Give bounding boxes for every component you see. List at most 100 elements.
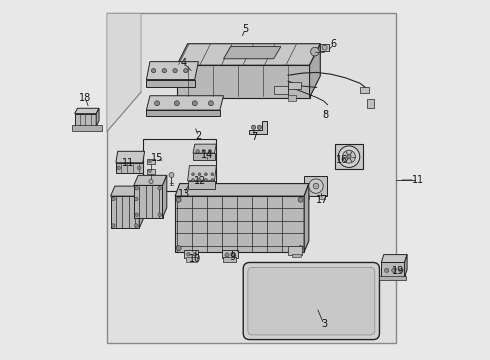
Polygon shape [116, 163, 143, 173]
Text: 16: 16 [336, 155, 348, 165]
Circle shape [298, 246, 303, 251]
Bar [134, 185, 163, 218]
Polygon shape [193, 144, 216, 153]
Circle shape [231, 253, 236, 257]
Circle shape [204, 173, 207, 176]
Bar [304, 176, 327, 196]
Text: 18: 18 [79, 93, 92, 103]
Circle shape [298, 197, 303, 202]
Bar [186, 257, 196, 262]
Text: 15: 15 [151, 153, 163, 163]
FancyBboxPatch shape [248, 267, 375, 335]
Circle shape [343, 150, 355, 163]
Polygon shape [147, 110, 220, 116]
Text: 17: 17 [316, 195, 328, 205]
Polygon shape [193, 153, 215, 160]
FancyBboxPatch shape [243, 262, 379, 339]
Circle shape [148, 160, 151, 163]
Polygon shape [74, 114, 96, 126]
Polygon shape [175, 184, 309, 196]
Polygon shape [147, 96, 223, 110]
Circle shape [211, 179, 214, 181]
Polygon shape [223, 46, 281, 59]
Circle shape [135, 197, 138, 201]
Polygon shape [381, 255, 407, 262]
Circle shape [313, 183, 319, 189]
Polygon shape [147, 62, 198, 80]
Bar [318, 195, 325, 199]
Circle shape [311, 47, 319, 56]
Circle shape [192, 101, 197, 106]
Bar [223, 257, 236, 262]
Circle shape [135, 224, 138, 227]
Polygon shape [134, 175, 167, 185]
Polygon shape [139, 186, 144, 228]
Circle shape [184, 68, 188, 73]
Polygon shape [147, 80, 195, 87]
Text: 2: 2 [195, 131, 201, 141]
Circle shape [196, 149, 199, 153]
Circle shape [149, 179, 153, 184]
Text: 9: 9 [229, 252, 236, 262]
Circle shape [162, 68, 167, 73]
Bar [147, 168, 155, 174]
Circle shape [392, 268, 396, 273]
Text: 19: 19 [392, 266, 405, 276]
Polygon shape [111, 186, 144, 196]
Circle shape [198, 173, 201, 176]
Circle shape [322, 45, 327, 50]
Bar [107, 13, 395, 343]
Text: 14: 14 [201, 150, 214, 160]
Circle shape [112, 197, 115, 201]
Polygon shape [163, 175, 167, 218]
Text: 7: 7 [251, 132, 257, 142]
Polygon shape [188, 181, 215, 189]
Text: 3: 3 [321, 319, 327, 329]
Circle shape [112, 224, 115, 227]
Bar [335, 144, 364, 169]
Polygon shape [177, 44, 320, 65]
Circle shape [202, 149, 205, 153]
Bar [288, 82, 300, 89]
Text: 5: 5 [242, 24, 248, 35]
Bar [288, 246, 302, 255]
Circle shape [385, 268, 389, 273]
Polygon shape [381, 262, 405, 277]
Bar [143, 139, 216, 192]
Text: 1: 1 [412, 175, 418, 185]
Circle shape [135, 213, 139, 217]
Bar [274, 86, 288, 94]
Circle shape [208, 149, 212, 153]
Circle shape [347, 154, 351, 159]
Circle shape [192, 173, 195, 176]
Bar [302, 195, 309, 199]
Polygon shape [74, 108, 99, 114]
Circle shape [151, 68, 156, 73]
Bar [147, 159, 155, 164]
Circle shape [148, 170, 151, 172]
Circle shape [158, 186, 161, 190]
Circle shape [187, 252, 190, 256]
Polygon shape [116, 151, 145, 163]
Circle shape [137, 166, 141, 170]
Bar [111, 196, 139, 228]
Circle shape [204, 179, 207, 181]
Circle shape [117, 166, 121, 170]
Bar [288, 95, 296, 101]
Circle shape [399, 268, 403, 273]
Circle shape [176, 246, 181, 251]
Bar [184, 250, 198, 258]
Polygon shape [188, 166, 216, 181]
Polygon shape [405, 255, 407, 277]
Polygon shape [107, 13, 141, 132]
Text: 4: 4 [181, 58, 187, 68]
Circle shape [251, 125, 256, 130]
Circle shape [176, 197, 181, 202]
Text: 10: 10 [189, 254, 201, 264]
Polygon shape [248, 121, 267, 134]
Circle shape [192, 179, 195, 181]
Text: 13: 13 [178, 189, 190, 199]
Text: 12: 12 [194, 176, 206, 186]
Bar [320, 44, 329, 51]
Circle shape [174, 101, 179, 106]
